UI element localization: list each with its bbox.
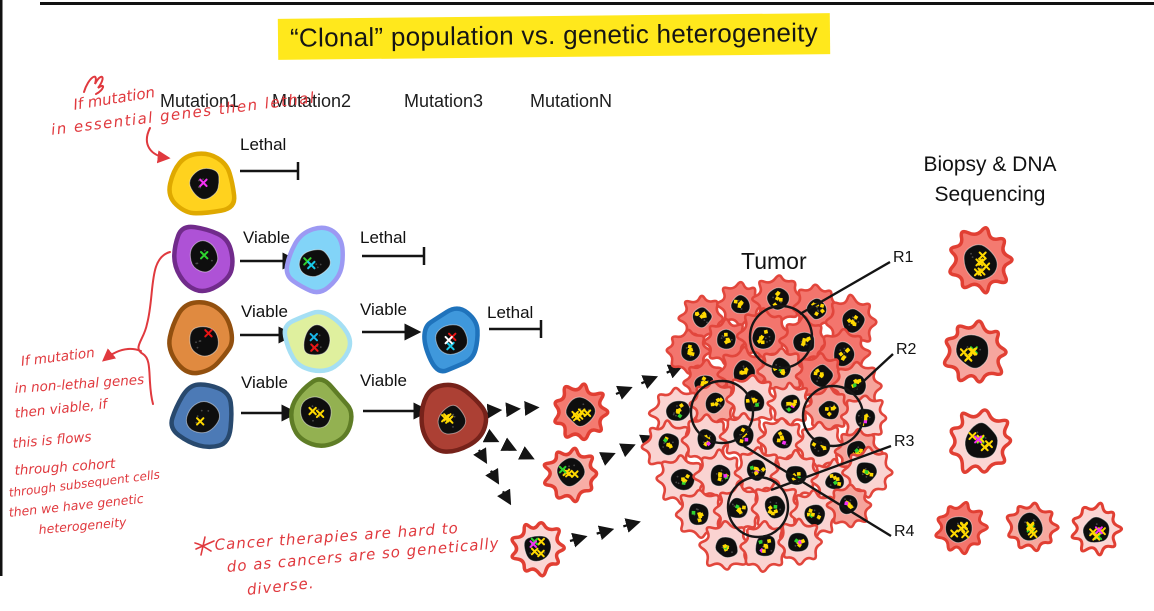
page-title: “Clonal” population vs. genetic heteroge…	[289, 17, 819, 53]
tumor-mass	[640, 274, 894, 573]
tumor-cell	[703, 317, 749, 366]
cell-biopsyR3	[949, 408, 1013, 474]
viable-label-row4a: Viable	[241, 373, 288, 392]
region-circle-r2	[801, 384, 865, 448]
header-mutationN: MutationN	[530, 91, 613, 111]
lethal-label-row1: Lethal	[240, 135, 287, 154]
cell-biopsyR4a	[934, 500, 989, 556]
biopsy-label: Biopsy & DNA Sequencing	[890, 150, 1090, 211]
tumor-cell	[802, 384, 854, 434]
tumor-cell	[733, 446, 783, 498]
cell-orange	[167, 300, 235, 376]
tumor-cell	[778, 315, 830, 366]
biopsy-label-line1: Biopsy & DNA	[923, 153, 1057, 176]
header-mutation2: Mutation2	[272, 91, 352, 111]
tumor-cell	[766, 381, 812, 427]
viable-label-row2: Viable	[243, 228, 290, 247]
tumor-cell	[665, 328, 712, 375]
biopsy-label-line2: Sequencing	[934, 183, 1046, 207]
header-mutation1: Mutation1	[160, 91, 240, 111]
cell-cyan	[284, 225, 345, 295]
region-circle-r4	[726, 475, 790, 539]
biopsy-cells	[934, 226, 1124, 557]
cell-palegreen	[282, 309, 353, 374]
cell-biopsyR4c	[1070, 501, 1124, 557]
tumor-label: Tumor	[741, 248, 807, 274]
header-mutation3: Mutation3	[404, 91, 484, 111]
region-label-r4: R4	[894, 523, 915, 540]
cell-purple	[172, 224, 235, 294]
mutation-cells	[167, 151, 489, 454]
tumor-cell	[698, 519, 754, 571]
slide-border	[0, 0, 1154, 576]
cell-transitC	[510, 521, 566, 578]
cell-green	[289, 377, 354, 448]
title-highlight: “Clonal” population vs. genetic heteroge…	[277, 13, 831, 60]
region-label-r2: R2	[896, 341, 917, 358]
viable-label-row3b: Viable	[360, 300, 407, 319]
cell-biopsyR2	[942, 319, 1008, 384]
tumor-cell	[688, 380, 738, 427]
cell-yellow	[167, 151, 237, 216]
cell-biopsyR4b	[1005, 501, 1060, 553]
region-circle-r3	[689, 379, 755, 445]
cell-biopsyR1	[948, 226, 1014, 295]
tumor-cell	[692, 448, 746, 501]
tumor-cell	[674, 488, 727, 540]
lethal-label-row2: Lethal	[360, 228, 407, 247]
region-circle-r1	[748, 304, 814, 370]
tumor-cell	[739, 520, 790, 573]
tumor-cell	[756, 417, 805, 464]
lethal-label-row3: Lethal	[487, 303, 534, 322]
tumor-cell	[777, 517, 823, 566]
red-ink-annotations	[83, 75, 215, 556]
region-label-r1: R1	[893, 249, 914, 266]
biopsy-regions	[689, 260, 894, 539]
region-label-r3: R3	[894, 433, 915, 450]
viable-label-row3a: Viable	[241, 302, 288, 321]
cell-blue4	[169, 382, 234, 450]
viable-label-row4b: Viable	[360, 371, 407, 390]
cell-blue3	[422, 306, 480, 374]
cell-brown	[419, 382, 489, 454]
cell-transitB	[542, 446, 599, 504]
transit-cells	[510, 382, 610, 578]
cell-transitA	[553, 382, 610, 442]
